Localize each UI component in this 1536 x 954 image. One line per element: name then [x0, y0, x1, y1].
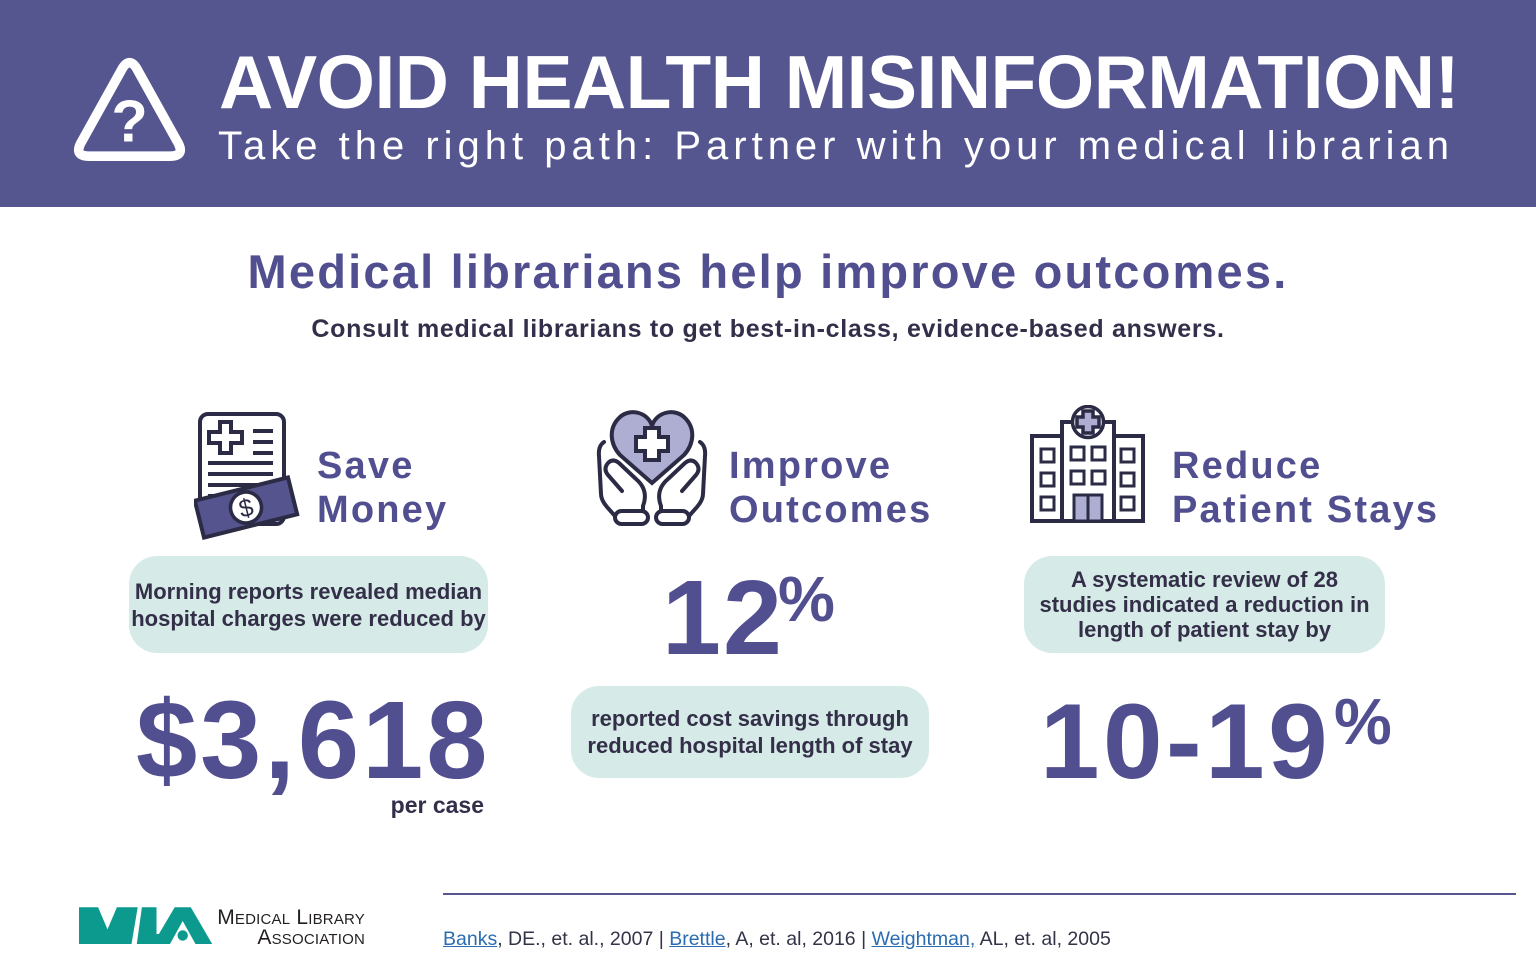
svg-text:$: $: [236, 493, 256, 524]
svg-text:?: ?: [111, 87, 147, 154]
svg-text:Association: Association: [257, 926, 365, 947]
svg-text:Medical Library: Medical Library: [217, 907, 365, 929]
